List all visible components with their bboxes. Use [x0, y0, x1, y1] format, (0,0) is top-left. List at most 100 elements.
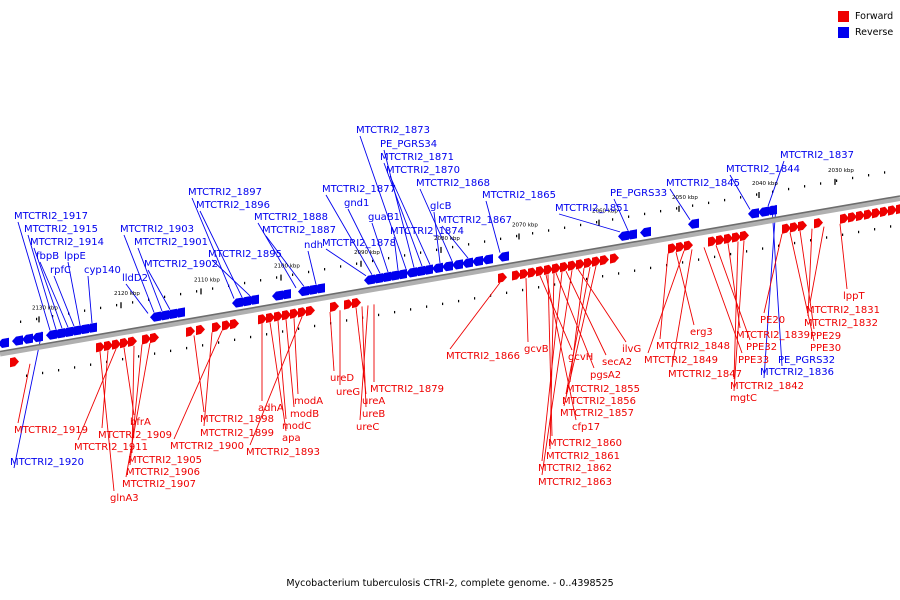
scale-dot — [212, 287, 214, 290]
scale-dot — [266, 333, 268, 336]
reverse-gene-label: MTCTRI2_1917 — [14, 211, 88, 222]
reverse-gene — [86, 322, 97, 333]
reverse-gene — [46, 329, 57, 340]
forward-gene — [668, 243, 677, 254]
reverse-gene-label: MTCTRI2_1902 — [144, 259, 218, 270]
reverse-gene — [12, 335, 23, 346]
connector-line — [613, 198, 629, 231]
reverse-gene-label: MTCTRI2_1871 — [380, 152, 454, 163]
connector-line — [659, 253, 669, 340]
connector-line — [733, 241, 739, 380]
connector-line — [419, 188, 453, 262]
reverse-gene-label: MTCTRI2_1920 — [10, 457, 84, 468]
scale-dot — [500, 237, 502, 241]
forward-gene-label: MTCTRI2_1847 — [668, 369, 742, 380]
scale-dot — [106, 360, 108, 364]
reverse-gene — [62, 326, 73, 337]
legend: Forward Reverse — [838, 8, 893, 40]
scale-dot — [506, 291, 508, 295]
scale-dot — [852, 176, 854, 180]
forward-gene-label: MTCTRI2_1919 — [14, 425, 88, 436]
connector-line — [191, 197, 235, 299]
reverse-gene — [688, 218, 699, 229]
scale-dot — [170, 349, 172, 353]
forward-gene-label: PPE33 — [738, 355, 769, 366]
forward-gene — [352, 297, 361, 309]
reverse-gene-label: lldD2 — [122, 273, 148, 284]
connector-line — [123, 234, 155, 313]
forward-gene — [610, 253, 619, 264]
scale-dot — [410, 308, 412, 311]
connector-line — [789, 232, 815, 342]
forward-gene-label: MTCTRI2_1831 — [806, 305, 880, 316]
forward-gene — [150, 332, 159, 344]
scale-dot — [186, 346, 188, 350]
scale-ticks: 2130 kbp 2120 kbp 2110 kbp 2100 kbp 2090 kbp… — [32, 168, 854, 323]
forward-gene-label: lppT — [843, 291, 865, 302]
connector-line — [329, 311, 335, 372]
forward-gene — [274, 311, 283, 322]
reverse-gene-label: MTCTRI2_1878 — [322, 238, 396, 249]
reverse-gene-label: MTCTRI2_1836 — [760, 367, 834, 378]
forward-gene — [344, 299, 353, 310]
scale-dot — [794, 241, 796, 245]
scale-dot — [474, 297, 476, 300]
scale-dot — [890, 225, 892, 228]
reverse-gene — [166, 308, 177, 319]
tick-label: 2080 kbp — [434, 236, 460, 242]
forward-gene-label: MTCTRI2_1855 — [566, 384, 640, 395]
scale-dot — [346, 319, 348, 322]
reverse-gene-label: guaB1 — [368, 212, 400, 223]
reverse-gene-label: MTCTRI2_1870 — [386, 165, 460, 176]
forward-gene-label: MTCTRI2_1862 — [538, 463, 612, 474]
forward-gene — [528, 267, 537, 278]
scale-dot — [292, 273, 294, 276]
reverse-gene-label: PE_PGRS32 — [778, 355, 835, 366]
forward-gene-label: PPE30 — [810, 343, 841, 354]
reverse-gene-label: MTCTRI2_1897 — [188, 187, 262, 198]
forward-gene-label: bfrA — [130, 417, 151, 428]
genome-backbone-shadow — [0, 195, 900, 353]
forward-gene — [112, 339, 121, 350]
reverse-gene — [150, 311, 161, 322]
scale-dot — [602, 275, 604, 278]
forward-gene — [222, 320, 231, 331]
scale-dot — [596, 221, 598, 224]
scale-dot — [644, 212, 646, 216]
scale-dot — [740, 196, 742, 199]
reverse-swatch — [838, 26, 849, 38]
reverse-gene — [462, 257, 473, 268]
connector-line — [671, 249, 693, 368]
scale-dot — [132, 301, 134, 304]
forward-gene — [782, 223, 791, 234]
scale-dot — [730, 252, 732, 256]
forward-gene-label: MTCTRI2_1905 — [128, 455, 202, 466]
connector-line — [199, 210, 243, 298]
forward-gene-label: ureD — [330, 373, 354, 384]
gene-labels: MTCTRI2_1917 MTCTRI2_1915 MTCTRI2_1914 fbpB… — [10, 125, 880, 504]
scale-dot — [356, 262, 358, 265]
forward-gene — [798, 220, 807, 232]
reverse-gene — [498, 251, 509, 262]
reverse-gene-label: glcB — [430, 201, 452, 212]
forward-gene — [544, 264, 553, 276]
reverse-gene — [248, 294, 259, 305]
forward-gene — [732, 232, 741, 243]
scale-dot — [676, 207, 678, 210]
scale-dot — [484, 240, 486, 243]
scale-dot — [580, 223, 582, 227]
forward-gene — [520, 268, 529, 280]
forward-gene-label: MTCTRI2_1911 — [74, 442, 148, 453]
connector-line — [577, 268, 627, 343]
scale-dot — [634, 269, 636, 272]
scale-dot — [42, 371, 44, 375]
connector-line — [39, 261, 69, 328]
connector-line — [449, 282, 501, 350]
reverse-gene — [766, 205, 777, 216]
scale-dot — [314, 324, 316, 328]
connector-line — [383, 149, 415, 268]
forward-swatch — [838, 10, 849, 22]
scale-dot — [564, 226, 566, 229]
reverse-gene-label: MTCTRI2_1915 — [24, 224, 98, 235]
